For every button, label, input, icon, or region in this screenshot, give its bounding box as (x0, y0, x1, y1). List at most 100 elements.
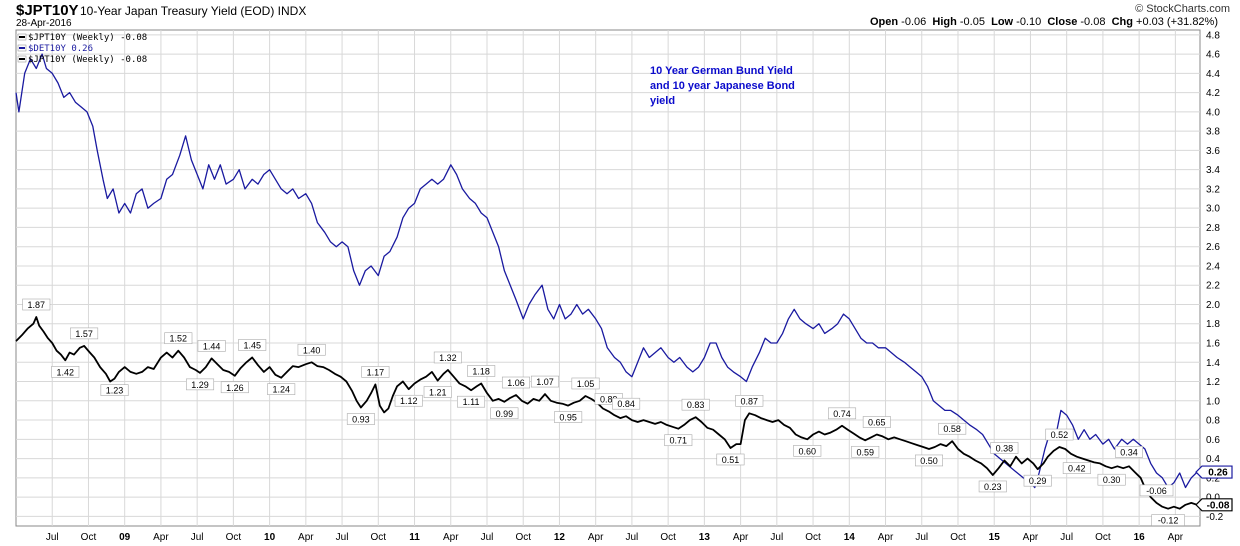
data-label-text: 0.60 (799, 446, 817, 456)
data-label: 0.38 (990, 442, 1019, 454)
data-label: 1.06 (501, 376, 530, 389)
data-label: 1.29 (186, 378, 215, 391)
data-label: -0.12 (1151, 514, 1185, 526)
data-label: 1.23 (100, 384, 129, 396)
y-tick-label: 2.2 (1206, 281, 1220, 292)
data-label-text: 1.45 (243, 340, 261, 350)
data-label-box (361, 366, 390, 378)
data-label-text: 1.26 (226, 383, 244, 393)
series-lines (15, 53, 1198, 510)
data-label: 0.34 (1114, 446, 1143, 458)
x-tick-label: Apr (1168, 532, 1184, 543)
legend-entry[interactable]: $JPT10Y (Weekly) -0.08 (28, 55, 147, 65)
annotation-line-1: 10 Year German Bund Yield (650, 65, 793, 77)
chart-date: 28-Apr-2016 (16, 18, 72, 29)
data-label: 1.26 (220, 381, 249, 394)
x-tick-label: 10 (264, 532, 276, 543)
data-label: 1.17 (361, 366, 390, 378)
chg-label: Chg (1111, 16, 1133, 28)
y-tick-label: 2.6 (1206, 242, 1220, 253)
y-tick-label: 2.4 (1206, 261, 1220, 272)
data-label-box (220, 381, 249, 394)
x-tick-label: Jul (770, 532, 783, 543)
data-label: 1.45 (238, 339, 267, 351)
data-label-text: 0.87 (741, 396, 759, 406)
data-label-box (1114, 446, 1143, 458)
y-tick-label: 1.6 (1206, 339, 1220, 350)
data-label-text: 1.12 (400, 396, 418, 406)
data-label-box (51, 366, 80, 378)
data-label-box (793, 445, 822, 457)
data-label-box (186, 378, 215, 391)
data-label: 1.21 (423, 386, 452, 398)
data-label-text: 1.23 (106, 386, 124, 396)
x-tick-label: Oct (515, 532, 531, 543)
data-label-box (297, 343, 326, 356)
data-label: 0.50 (914, 454, 943, 467)
last-value-tags: 0.26 -0.08 (1195, 465, 1233, 512)
data-label-text: 1.29 (191, 380, 209, 390)
x-tick-label: Jul (481, 532, 494, 543)
data-label-box (681, 398, 710, 411)
x-tick-label: Oct (226, 532, 242, 543)
y-tick-label: 4.8 (1206, 30, 1220, 41)
data-label-box (238, 339, 267, 351)
tag-shape (1195, 498, 1233, 512)
x-tick-label: 16 (1134, 532, 1146, 543)
data-label-text: 0.74 (833, 409, 851, 419)
data-label-box (457, 395, 486, 408)
y-tick-label: 1.4 (1206, 358, 1220, 369)
symbol-title[interactable]: $JPT10Y (16, 2, 79, 19)
annotation-line-3: yield (650, 95, 675, 107)
legend-entry[interactable]: $JPT10Y (Weekly) -0.08 (28, 33, 147, 43)
data-labels: 1.87 1.42 1.57 1.23 1.52 1.29 1.44 1.26 1.45 1.24… (22, 298, 1185, 526)
data-label: 0.74 (828, 407, 857, 420)
data-label-box (1045, 428, 1074, 441)
data-label: 0.23 (978, 480, 1007, 493)
x-tick-label: Apr (153, 532, 169, 543)
x-tick-label: Jul (915, 532, 928, 543)
plot-frame (15, 29, 1201, 527)
data-label-box (851, 445, 880, 458)
y-axis-ticks: -0.2 0.0 0.2 0.4 0.6 0.8 1.0 1.2 1.4 1.6 1.8 2.0 2.2… (1206, 30, 1224, 523)
legend-entry[interactable]: $DET10Y 0.26 (28, 44, 93, 54)
data-label-box (1151, 514, 1185, 526)
x-tick-label: Oct (1095, 532, 1111, 543)
data-label-box (716, 453, 745, 466)
x-tick-label: Apr (588, 532, 604, 543)
x-tick-label: 09 (119, 532, 131, 543)
y-tick-label: 3.6 (1206, 146, 1220, 157)
data-label-box (197, 340, 226, 352)
jgb-last-value-tag: -0.08 (1195, 498, 1233, 512)
low-label: Low (991, 16, 1014, 28)
data-label: 0.58 (938, 422, 967, 435)
data-label-box (1023, 474, 1052, 487)
data-label-text: 1.52 (170, 334, 188, 344)
data-label-box (501, 376, 530, 389)
high-value: -0.05 (959, 16, 985, 28)
data-label-text: 0.50 (920, 456, 938, 466)
data-label-box (394, 394, 423, 407)
data-label: 0.95 (554, 411, 583, 423)
y-tick-label: 4.6 (1206, 50, 1220, 61)
data-label-text: 1.05 (577, 379, 595, 389)
x-tick-label: Oct (371, 532, 387, 543)
data-label-text: 0.99 (496, 409, 514, 419)
data-label-text: 0.34 (1120, 447, 1138, 457)
data-label-text: 1.57 (75, 329, 93, 339)
data-label-box (530, 375, 559, 388)
tag-text: 0.26 (1208, 468, 1228, 479)
data-label-box (554, 411, 583, 423)
stockcharts-logo[interactable]: © StockCharts.com (1135, 3, 1230, 15)
ohlc-readout: Open -0.06 High -0.05 Low -0.10 Close -0… (870, 16, 1218, 28)
data-label-text: 1.40 (303, 345, 321, 355)
data-label-box (571, 377, 600, 390)
data-label-text: 0.83 (687, 400, 705, 410)
data-label-box (990, 442, 1019, 454)
data-label-text: 0.38 (996, 444, 1014, 454)
y-tick-label: 4.2 (1206, 88, 1220, 99)
data-label-text: 1.18 (472, 366, 490, 376)
data-label-text: 1.42 (57, 367, 75, 377)
y-tick-label: 4.4 (1206, 69, 1220, 80)
